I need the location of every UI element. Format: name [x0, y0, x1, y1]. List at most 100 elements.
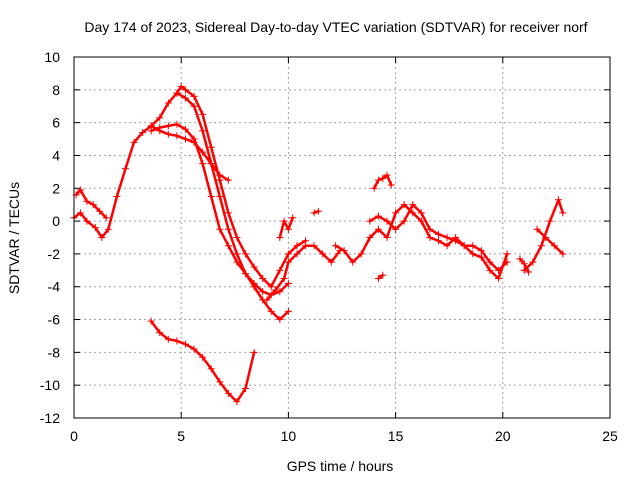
x-tick-label: 0	[70, 428, 78, 444]
y-tick-label: -6	[48, 312, 61, 328]
data-point	[400, 201, 408, 209]
data-point	[426, 234, 434, 241]
data-point	[199, 353, 207, 361]
data-point	[156, 329, 164, 337]
series-line	[535, 228, 565, 256]
data-point	[199, 148, 207, 156]
y-tick-label: 10	[44, 49, 60, 65]
data-point	[216, 192, 224, 200]
data-point	[259, 288, 267, 296]
series-arc-n	[516, 255, 533, 276]
data-point	[529, 258, 537, 266]
data-point	[173, 337, 181, 345]
data-point	[349, 258, 357, 266]
data-point	[533, 225, 541, 233]
data-point	[181, 135, 189, 143]
data-point	[434, 237, 442, 245]
data-point	[216, 225, 224, 233]
data-point	[207, 365, 215, 373]
y-tick-label: 6	[52, 115, 60, 131]
x-tick-label: 25	[602, 428, 618, 444]
data-point	[76, 209, 84, 217]
data-point	[280, 275, 288, 283]
data-point	[409, 209, 417, 217]
data-point	[199, 110, 207, 118]
data-point	[486, 266, 494, 274]
data-point	[83, 217, 91, 225]
series-arc-m	[533, 225, 567, 258]
y-tick-label: -12	[40, 410, 60, 426]
data-point	[89, 201, 97, 209]
data-point	[486, 258, 494, 266]
data-point	[452, 237, 460, 245]
y-tick-label: -4	[48, 279, 61, 295]
x-tick-label: 5	[177, 428, 185, 444]
data-point	[293, 250, 301, 258]
y-tick-label: 0	[52, 213, 60, 229]
data-point	[503, 250, 511, 258]
data-point	[121, 165, 129, 173]
data-point	[98, 234, 106, 241]
data-point	[310, 242, 318, 250]
data-point	[387, 181, 395, 189]
series-arc-b	[72, 186, 110, 222]
data-point	[374, 176, 382, 184]
data-point	[546, 217, 554, 225]
y-tick-label: 8	[52, 82, 60, 98]
series-arc-g	[263, 242, 344, 304]
data-point	[199, 127, 207, 135]
series-line	[149, 124, 230, 182]
data-point	[102, 214, 110, 222]
data-point	[147, 122, 155, 130]
data-point	[216, 176, 224, 184]
data-point	[542, 234, 550, 241]
data-point	[379, 174, 387, 182]
data-point	[314, 207, 322, 215]
data-point	[164, 335, 172, 343]
data-point	[164, 122, 172, 130]
data-point	[284, 307, 292, 315]
data-point	[383, 217, 391, 225]
series-line	[265, 244, 342, 302]
data-point	[284, 258, 292, 266]
data-point	[224, 176, 232, 184]
x-tick-label: 15	[388, 428, 404, 444]
data-point	[250, 348, 258, 356]
series-arc-l	[520, 196, 567, 274]
data-point	[76, 186, 84, 194]
data-point	[503, 258, 511, 266]
data-point	[130, 138, 138, 146]
data-point	[443, 234, 451, 241]
data-point	[233, 398, 241, 406]
data-point	[327, 258, 335, 266]
data-point	[156, 127, 164, 135]
data-point	[417, 217, 425, 225]
data-point	[460, 242, 468, 250]
series-arc-f	[147, 317, 258, 406]
series-line	[149, 319, 256, 403]
data-point	[516, 255, 524, 263]
data-point	[267, 307, 275, 315]
data-point	[181, 94, 189, 102]
data-point	[83, 197, 91, 205]
data-point	[495, 266, 503, 274]
series-arc-j	[366, 201, 511, 274]
data-point	[392, 209, 400, 217]
data-point	[267, 283, 275, 291]
data-point	[366, 234, 374, 241]
data-point	[392, 225, 400, 233]
data-point	[216, 378, 224, 386]
x-tick-label: 10	[281, 428, 297, 444]
data-point	[310, 209, 318, 217]
y-tick-label: -2	[48, 246, 61, 262]
data-point	[242, 384, 250, 392]
data-point	[96, 207, 104, 215]
data-point	[199, 160, 207, 168]
data-point	[190, 138, 198, 146]
data-point	[302, 242, 310, 250]
y-tick-label: -8	[48, 344, 61, 360]
data-point	[224, 209, 232, 217]
data-point	[276, 316, 284, 324]
data-point	[259, 275, 267, 283]
data-point	[173, 120, 181, 128]
